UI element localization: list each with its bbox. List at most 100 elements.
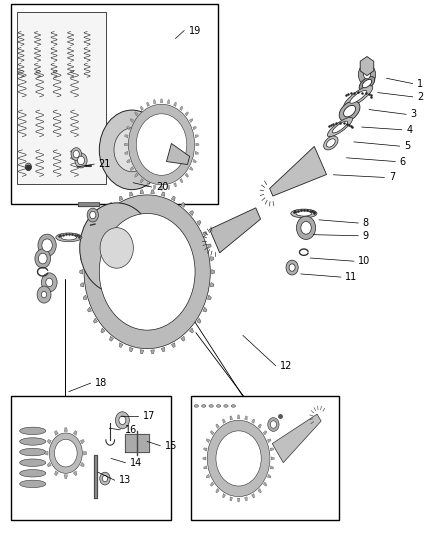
Ellipse shape xyxy=(327,117,353,137)
Polygon shape xyxy=(197,220,201,225)
Circle shape xyxy=(216,431,261,486)
Polygon shape xyxy=(185,112,188,116)
Text: 4: 4 xyxy=(406,125,412,135)
Polygon shape xyxy=(64,475,67,479)
Text: 10: 10 xyxy=(358,256,371,266)
Polygon shape xyxy=(263,482,267,486)
Polygon shape xyxy=(101,211,105,216)
Circle shape xyxy=(38,234,56,256)
Polygon shape xyxy=(154,100,156,104)
Polygon shape xyxy=(154,185,156,189)
Circle shape xyxy=(128,104,194,185)
Polygon shape xyxy=(206,439,210,442)
Polygon shape xyxy=(127,159,130,163)
Ellipse shape xyxy=(194,405,198,407)
Polygon shape xyxy=(161,348,165,352)
Polygon shape xyxy=(230,416,233,420)
Polygon shape xyxy=(251,494,255,498)
Circle shape xyxy=(78,156,85,165)
Text: 11: 11 xyxy=(345,272,357,282)
Circle shape xyxy=(46,278,53,287)
Polygon shape xyxy=(161,192,165,196)
Circle shape xyxy=(100,228,133,268)
Polygon shape xyxy=(203,232,207,237)
Polygon shape xyxy=(130,192,133,196)
Text: 16: 16 xyxy=(124,425,137,435)
Polygon shape xyxy=(203,457,206,460)
Circle shape xyxy=(39,253,47,264)
Circle shape xyxy=(116,412,129,429)
Polygon shape xyxy=(130,118,134,123)
Circle shape xyxy=(297,216,316,239)
Polygon shape xyxy=(270,448,273,451)
Circle shape xyxy=(102,475,108,482)
Polygon shape xyxy=(268,439,271,442)
Polygon shape xyxy=(223,494,226,498)
Polygon shape xyxy=(81,439,85,444)
Polygon shape xyxy=(272,414,321,463)
Polygon shape xyxy=(173,102,177,107)
Polygon shape xyxy=(223,419,226,423)
Polygon shape xyxy=(55,431,58,435)
Polygon shape xyxy=(171,196,175,201)
Circle shape xyxy=(75,153,87,168)
Circle shape xyxy=(49,433,82,473)
Ellipse shape xyxy=(20,427,46,434)
Polygon shape xyxy=(110,203,113,207)
Polygon shape xyxy=(237,415,240,419)
Polygon shape xyxy=(73,431,77,435)
Polygon shape xyxy=(160,99,163,103)
Text: 18: 18 xyxy=(95,378,107,388)
Circle shape xyxy=(37,286,51,303)
Polygon shape xyxy=(360,56,374,76)
Ellipse shape xyxy=(362,79,372,88)
Circle shape xyxy=(99,110,165,190)
Polygon shape xyxy=(80,270,83,274)
Polygon shape xyxy=(134,112,138,116)
Polygon shape xyxy=(93,318,98,323)
Polygon shape xyxy=(81,257,84,261)
Polygon shape xyxy=(140,106,143,110)
Polygon shape xyxy=(167,100,170,104)
Ellipse shape xyxy=(231,405,236,407)
Text: 17: 17 xyxy=(143,411,155,421)
Circle shape xyxy=(100,472,110,485)
Circle shape xyxy=(364,70,371,79)
Polygon shape xyxy=(88,232,92,237)
Polygon shape xyxy=(93,220,98,225)
Circle shape xyxy=(136,114,187,175)
Circle shape xyxy=(99,214,195,330)
Polygon shape xyxy=(134,173,138,177)
Polygon shape xyxy=(55,471,58,476)
Polygon shape xyxy=(119,343,123,348)
Polygon shape xyxy=(208,244,211,248)
Polygon shape xyxy=(181,336,185,341)
Polygon shape xyxy=(64,427,67,432)
Ellipse shape xyxy=(20,470,46,477)
Polygon shape xyxy=(47,462,51,467)
Bar xyxy=(17,12,106,184)
Polygon shape xyxy=(190,118,193,123)
Circle shape xyxy=(87,208,99,222)
Polygon shape xyxy=(167,185,170,189)
Bar xyxy=(191,397,339,520)
Polygon shape xyxy=(210,282,214,287)
Polygon shape xyxy=(216,489,219,493)
Circle shape xyxy=(42,239,52,252)
Polygon shape xyxy=(101,328,105,333)
Circle shape xyxy=(289,264,295,271)
Polygon shape xyxy=(270,147,327,196)
Polygon shape xyxy=(81,462,85,467)
Polygon shape xyxy=(193,126,196,130)
Circle shape xyxy=(268,418,279,431)
Polygon shape xyxy=(140,179,143,183)
Polygon shape xyxy=(140,190,144,194)
Circle shape xyxy=(73,150,79,158)
Ellipse shape xyxy=(216,405,221,407)
Ellipse shape xyxy=(61,235,77,240)
Polygon shape xyxy=(47,439,51,444)
Polygon shape xyxy=(271,457,274,460)
Polygon shape xyxy=(180,106,183,110)
Ellipse shape xyxy=(359,77,375,91)
Ellipse shape xyxy=(344,86,373,108)
